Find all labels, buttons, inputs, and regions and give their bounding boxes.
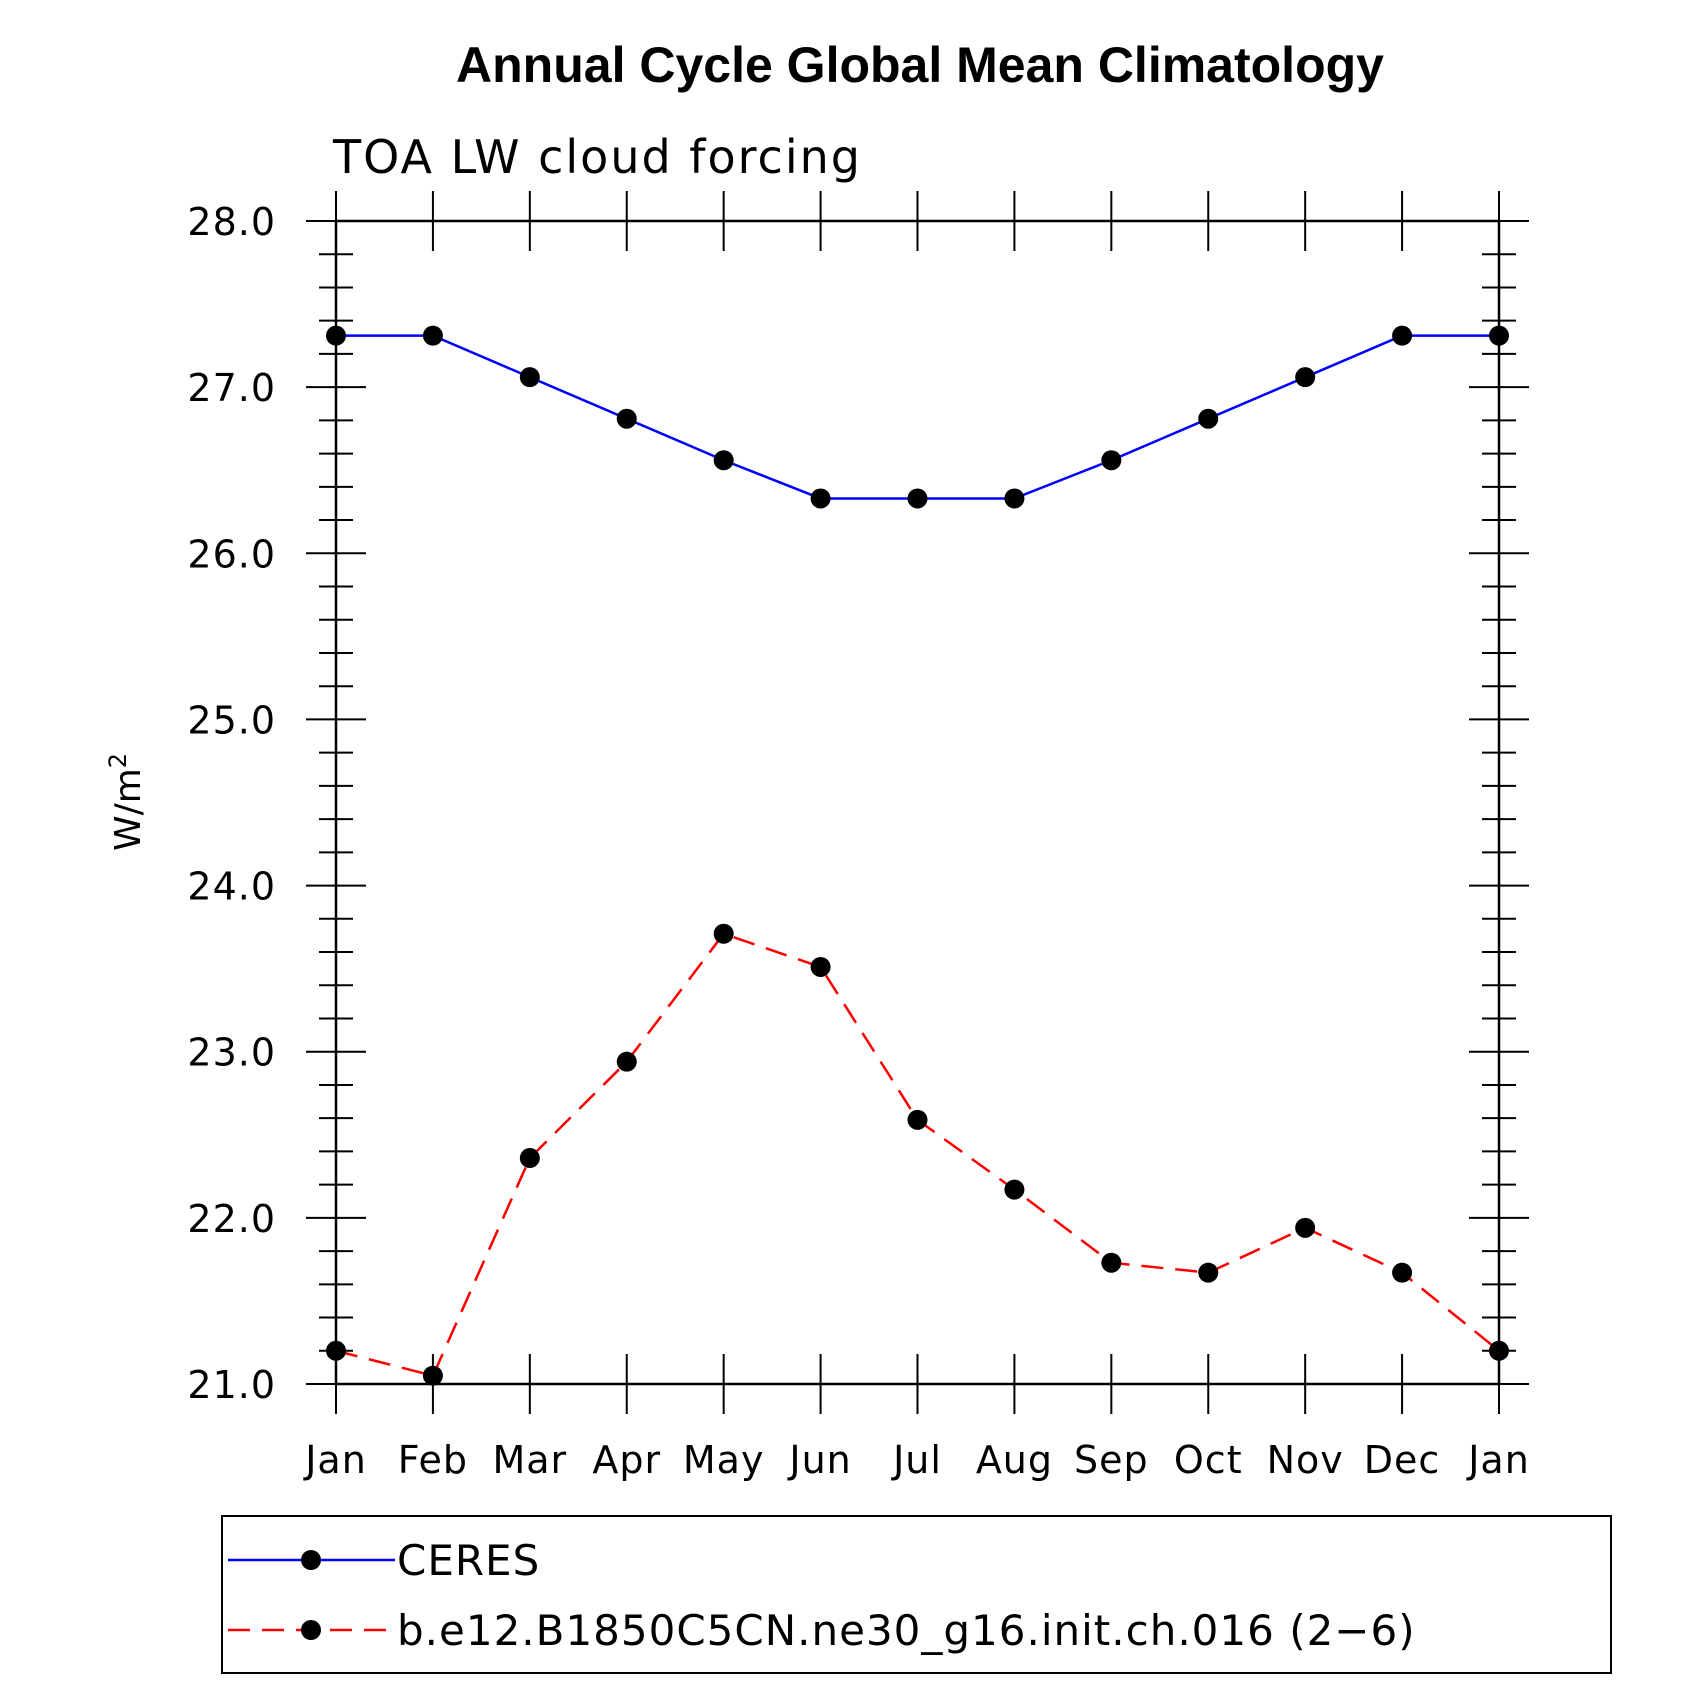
y-tick-label: 21.0: [187, 1363, 276, 1407]
x-tick-label: Jul: [891, 1438, 942, 1482]
series-2-point: [1101, 1252, 1122, 1273]
x-tick-label: Jan: [303, 1438, 367, 1482]
series-2-point: [1198, 1262, 1219, 1283]
x-tick-label: Sep: [1074, 1438, 1149, 1482]
series-1-point: [326, 325, 346, 346]
x-tick-label: Apr: [592, 1438, 661, 1482]
series-2-point: [616, 1051, 637, 1072]
series-2-point: [907, 1109, 928, 1130]
series-1-point: [519, 367, 540, 388]
series-1-point: [1004, 488, 1025, 509]
legend-label-1: CERES: [397, 1536, 540, 1585]
series-2-point: [519, 1148, 540, 1169]
legend-marker-1: [301, 1550, 321, 1570]
plot-frame: [334, 219, 1501, 1386]
series-2-point: [422, 1365, 443, 1386]
y-tick-label: 22.0: [187, 1197, 276, 1241]
y-tick-label: 25.0: [187, 698, 276, 742]
legend-marker-2: [301, 1620, 321, 1640]
series-2-point: [1295, 1217, 1316, 1238]
y-tick-label: 24.0: [187, 865, 276, 909]
x-tick-label: Dec: [1364, 1438, 1441, 1482]
legend: CERES b.e12.B1850C5CN.ne30_g16.init.ch.01…: [221, 1515, 1612, 1674]
x-tick-label: Aug: [976, 1438, 1053, 1482]
series-1-point: [616, 408, 637, 429]
series-2-point: [713, 923, 734, 944]
series-1-point: [1392, 325, 1413, 346]
x-tick-label: Jun: [787, 1438, 851, 1482]
series-1-point: [810, 488, 831, 509]
chart-title: Annual Cycle Global Mean Climatology: [456, 37, 1384, 93]
legend-label-2: b.e12.B1850C5CN.ne30_g16.init.ch.016 (2−…: [397, 1606, 1416, 1655]
y-tick-label: 28.0: [187, 200, 276, 244]
x-tick-label: May: [683, 1438, 765, 1482]
x-tick-label: Feb: [398, 1438, 468, 1482]
y-axis-label: W/m2: [104, 753, 149, 851]
series-2-point: [810, 956, 831, 977]
x-tick-label: Nov: [1267, 1438, 1344, 1482]
series-1-point: [713, 450, 734, 471]
y-tick-label: 23.0: [187, 1031, 276, 1075]
series-line-2: [335, 932, 1500, 1378]
legend-box: [221, 1515, 1612, 1674]
series-1-point: [1198, 408, 1219, 429]
series-2-point: [326, 1340, 346, 1361]
series-line-1: [336, 334, 1499, 500]
series-1-point: [1295, 367, 1316, 388]
x-tick-label: Mar: [492, 1438, 567, 1482]
x-tick-label: Oct: [1174, 1438, 1243, 1482]
series-1-point: [907, 488, 928, 509]
plot-area: 21.0 22.0 23.0 24.0 25.0 26.0 27.0 28.0 Jan Feb Ma…: [187, 191, 1529, 1482]
chart-subtitle: TOA LW cloud forcing: [332, 130, 862, 184]
series-2-point: [1004, 1179, 1025, 1200]
x-tick-label: Jan: [1466, 1438, 1530, 1482]
series-1-point: [422, 325, 443, 346]
series-1-point: [1101, 450, 1122, 471]
y-tick-label: 27.0: [187, 366, 276, 410]
series-1-point: [1489, 325, 1509, 346]
series-2-point: [1392, 1262, 1413, 1283]
y-tick-label: 26.0: [187, 532, 276, 576]
series-2-point: [1489, 1340, 1509, 1361]
